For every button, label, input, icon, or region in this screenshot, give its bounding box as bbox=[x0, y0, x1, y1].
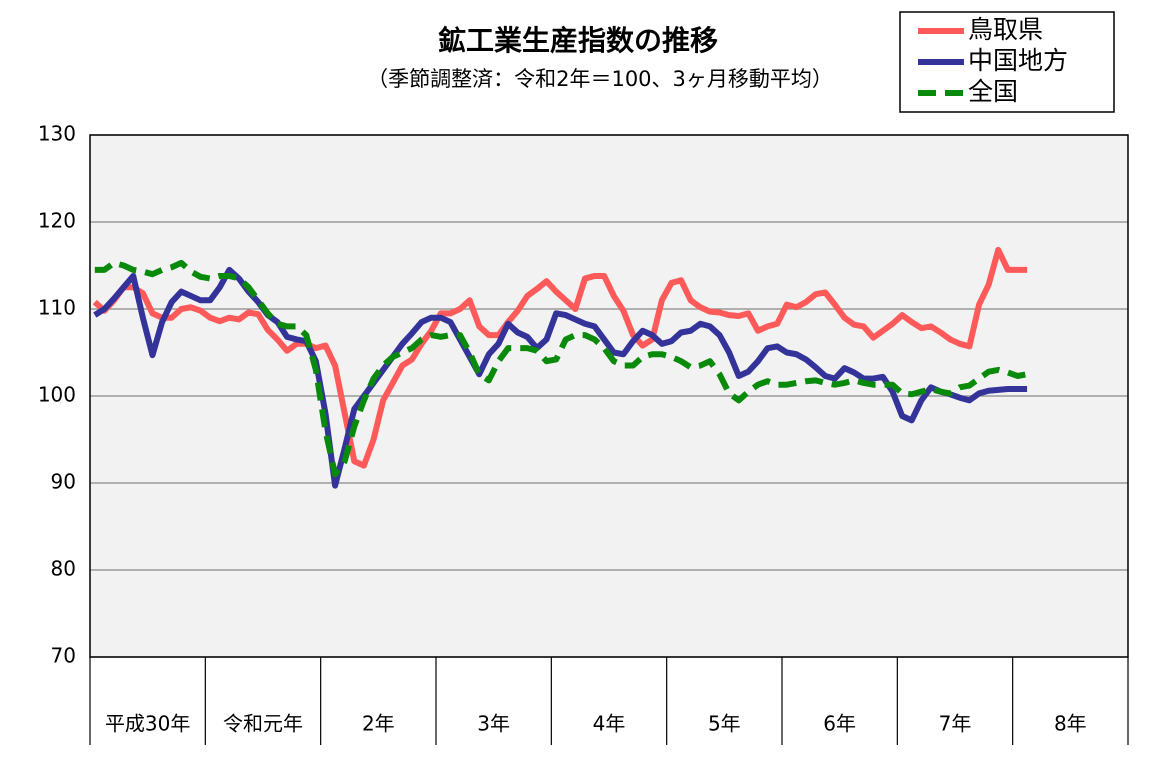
x-tick-label: 3年 bbox=[477, 712, 510, 736]
y-tick-label: 100 bbox=[38, 383, 76, 407]
series-line bbox=[92, 246, 1028, 469]
legend-label: 全国 bbox=[968, 77, 1018, 106]
chart-subtitle: （季節調整済：令和2年＝100、3ヶ月移動平均） bbox=[367, 67, 833, 91]
chart-title: 鉱工業生産指数の推移 bbox=[438, 24, 718, 57]
x-tick-label: 8年 bbox=[1054, 712, 1087, 736]
x-tick-label: 7年 bbox=[939, 712, 972, 736]
x-tick-label: 6年 bbox=[823, 712, 856, 736]
x-tick-label: 令和元年 bbox=[223, 712, 303, 736]
series-line bbox=[94, 259, 1028, 478]
x-tick-label: 2年 bbox=[362, 712, 395, 736]
x-tick-label: 平成30年 bbox=[105, 712, 190, 736]
y-tick-label: 120 bbox=[38, 209, 76, 233]
y-tick-label: 110 bbox=[38, 296, 76, 320]
legend-label: 中国地方 bbox=[968, 46, 1068, 75]
y-tick-label: 90 bbox=[51, 470, 76, 494]
legend-label: 鳥取県 bbox=[968, 15, 1043, 44]
y-tick-label: 70 bbox=[51, 644, 76, 668]
x-tick-label: 4年 bbox=[593, 712, 626, 736]
y-tick-label: 130 bbox=[38, 122, 76, 146]
plot-border bbox=[89, 134, 1129, 658]
y-tick-label: 80 bbox=[51, 557, 76, 581]
x-tick-label: 5年 bbox=[708, 712, 741, 736]
